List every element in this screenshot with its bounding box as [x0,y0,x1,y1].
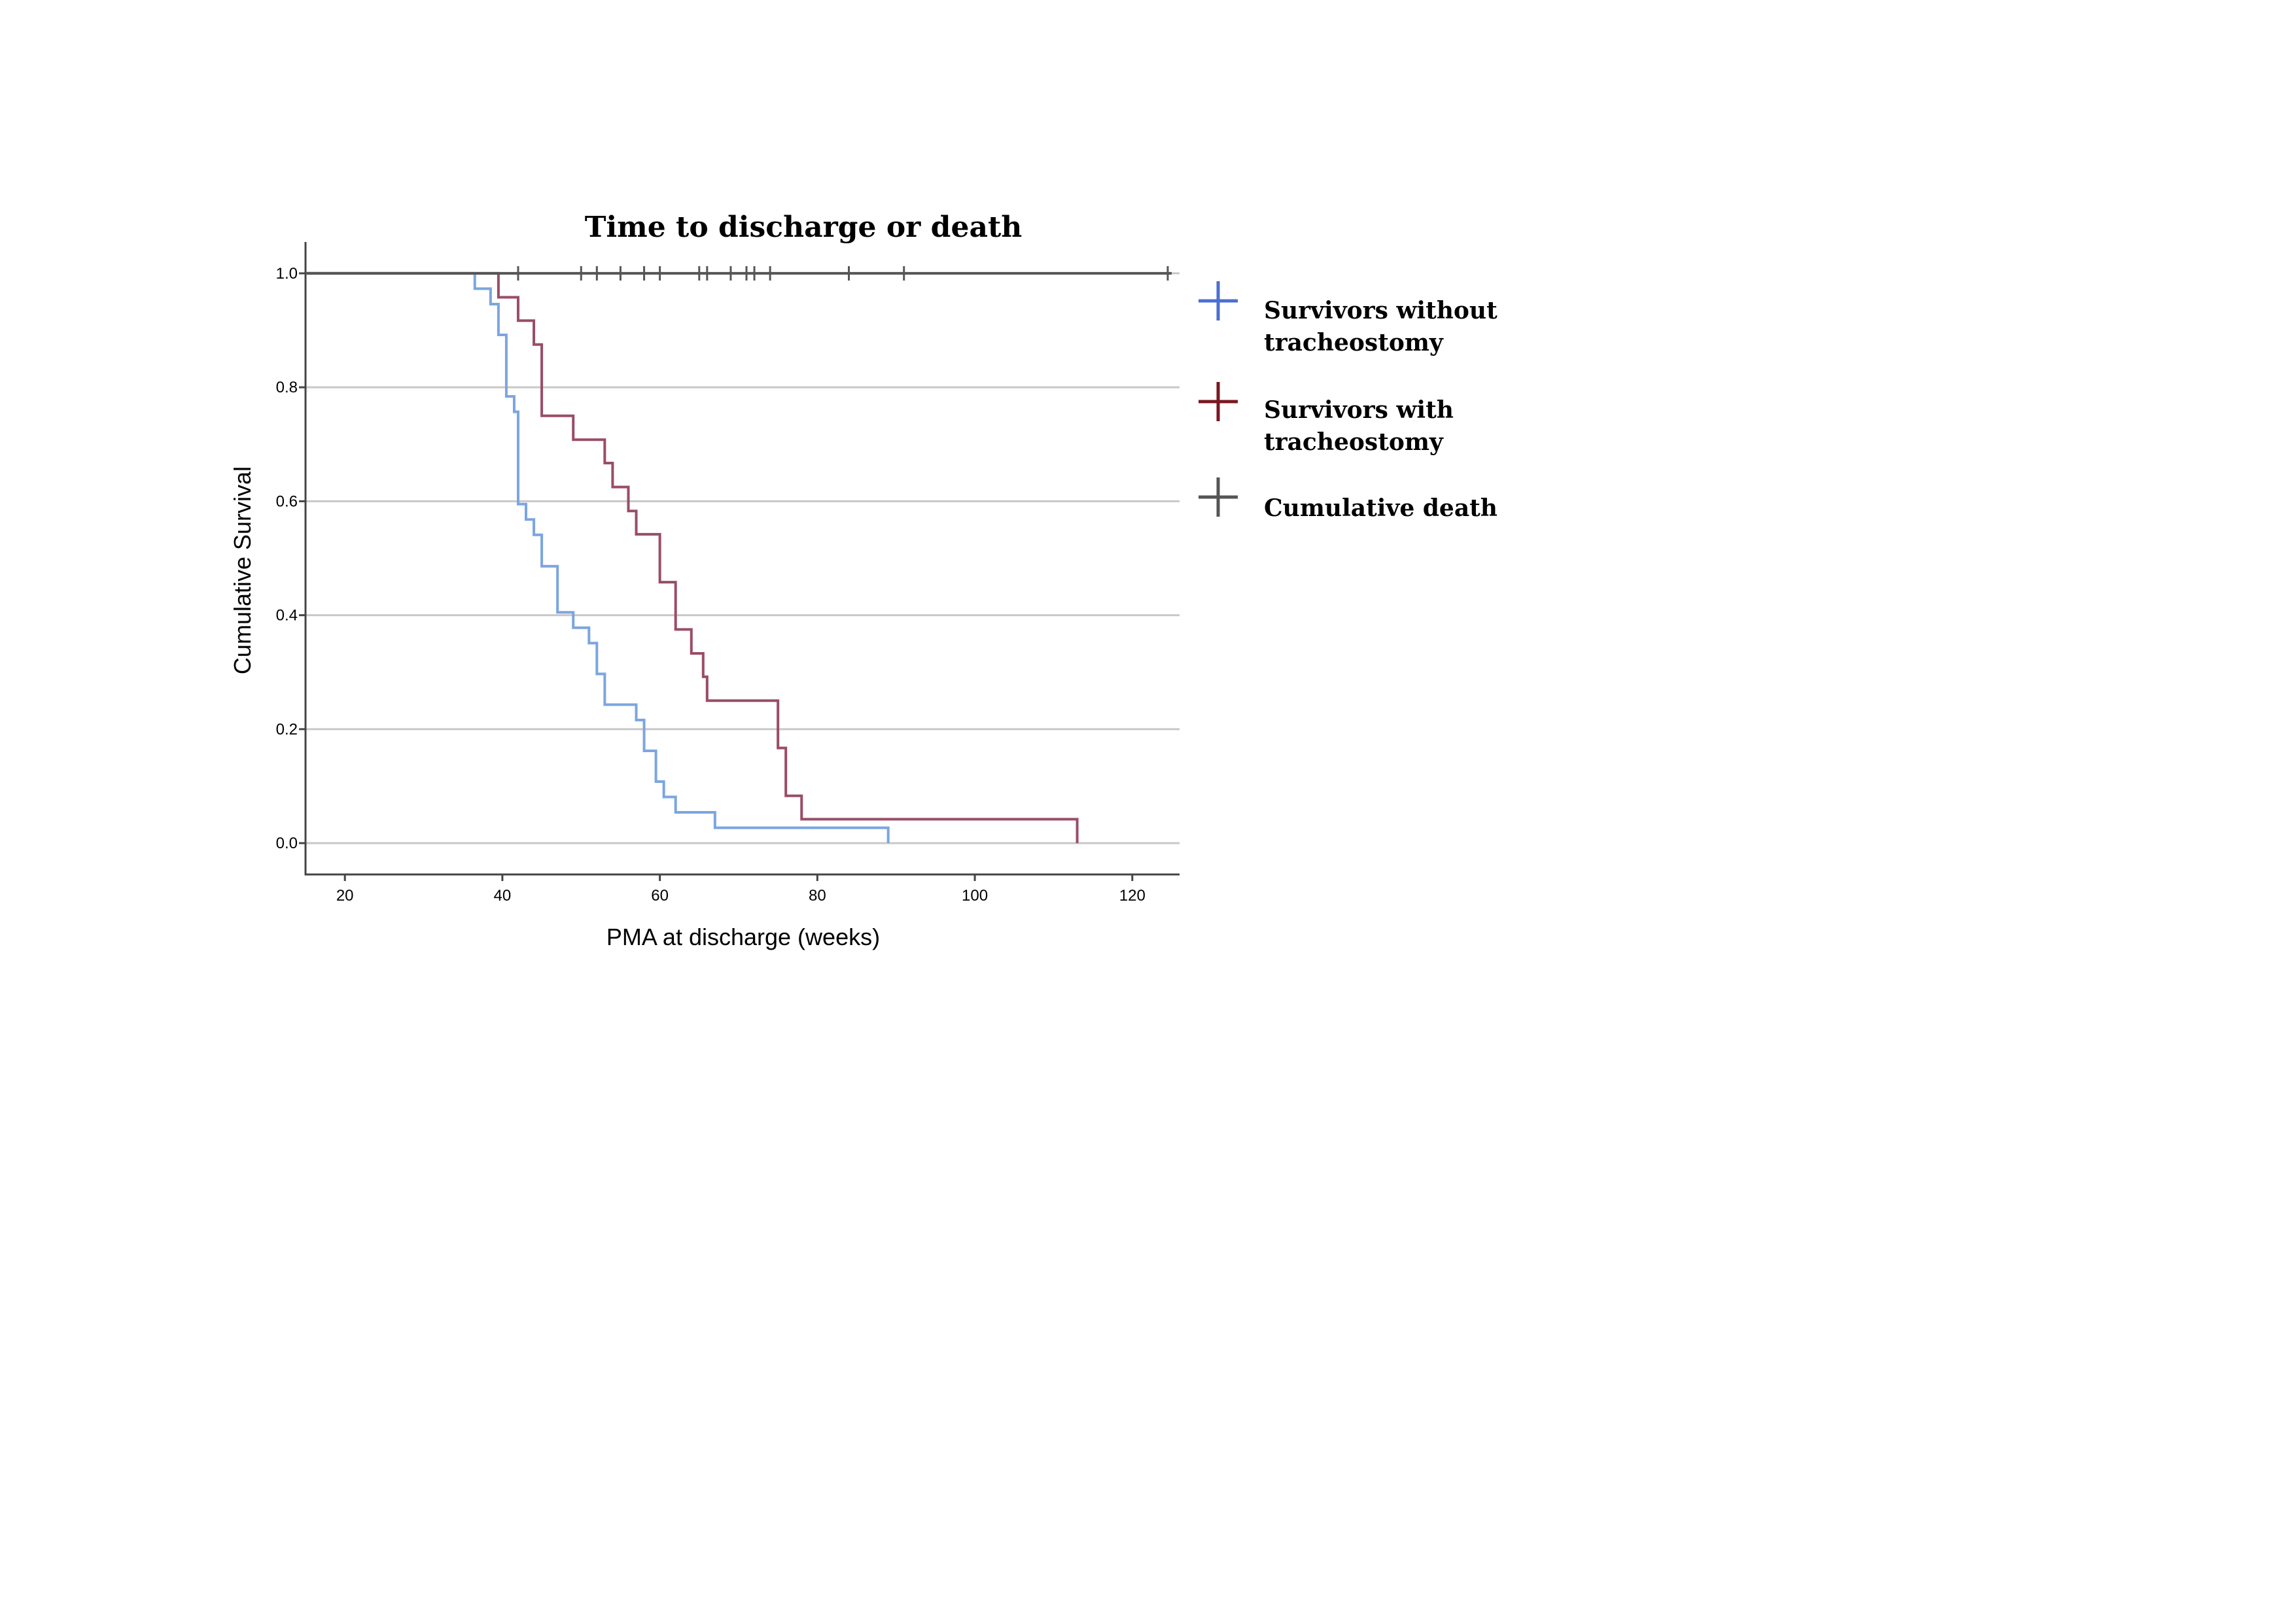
x-tick-label: 100 [962,887,988,905]
legend-label: Survivors with tracheostomy [1264,396,1454,456]
y-axis-ticks: 0.0 0.2 0.4 0.6 0.8 1.0 [276,265,306,852]
y-tick-label: 1.0 [276,265,298,283]
y-axis-title: Cumulative Survival [229,466,256,674]
y-tick-label: 0.0 [276,835,298,852]
legend-item-survivors-without-tracheostomy: Survivors without tracheostomy [1199,281,1498,356]
censor-marks [517,266,1169,281]
gridlines [306,272,1180,844]
x-tick-label: 40 [494,887,512,905]
x-tick-label: 20 [336,887,354,905]
series-lines [306,271,1172,844]
y-tick-label: 0.6 [276,492,298,510]
legend-item-cumulative-death: Cumulative death [1199,477,1498,522]
legend: Survivors without tracheostomy Survivors w… [1199,281,1498,522]
y-tick-label: 0.8 [276,379,298,396]
axis-frame [304,242,1180,876]
legend-label: Survivors without tracheostomy [1264,297,1498,356]
y-tick-label: 0.2 [276,721,298,738]
legend-label: Cumulative death [1264,494,1498,522]
x-axis-ticks: 20 40 60 80 100 120 [336,874,1146,905]
x-tick-label: 80 [809,887,826,905]
y-tick-label: 0.4 [276,607,298,625]
series-line-survivors-without-tracheostomy [306,271,890,844]
legend-item-survivors-with-tracheostomy: Survivors with tracheostomy [1199,382,1454,456]
series-line-survivors-with-tracheostomy [306,271,1079,844]
chart-title: Time to discharge or death [585,211,1023,244]
x-tick-label: 60 [651,887,669,905]
axes [304,242,1180,876]
x-axis-title: PMA at discharge (weeks) [606,924,880,950]
x-tick-label: 120 [1119,887,1146,905]
